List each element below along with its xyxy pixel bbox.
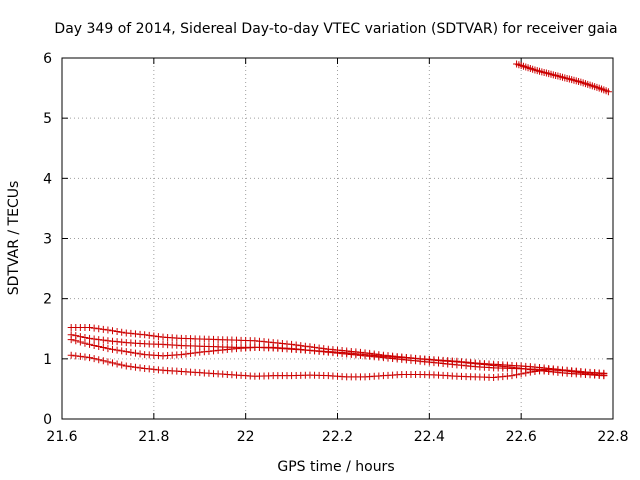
data-point bbox=[595, 371, 603, 379]
data-point bbox=[113, 346, 121, 354]
x-tick-label: 22.4 bbox=[414, 429, 445, 445]
data-point bbox=[513, 371, 521, 379]
data-point bbox=[572, 368, 580, 376]
data-point bbox=[118, 347, 126, 355]
data-point bbox=[104, 358, 112, 366]
data-point bbox=[604, 88, 612, 96]
data-point bbox=[568, 367, 576, 375]
data-point bbox=[67, 336, 75, 344]
data-point bbox=[95, 325, 103, 333]
data-point bbox=[131, 363, 139, 371]
data-point bbox=[127, 363, 135, 371]
grid bbox=[62, 58, 613, 419]
y-tick-label: 1 bbox=[43, 352, 52, 368]
x-axis-label: GPS time / hours bbox=[277, 459, 394, 475]
data-points bbox=[67, 60, 612, 381]
data-point bbox=[122, 362, 130, 370]
data-point bbox=[76, 352, 84, 360]
chart-title: Day 349 of 2014, Sidereal Day-to-day VTE… bbox=[54, 21, 617, 37]
data-point bbox=[109, 345, 117, 353]
data-point bbox=[131, 349, 139, 357]
data-point bbox=[531, 367, 539, 375]
data-point bbox=[90, 355, 98, 363]
data-point bbox=[191, 349, 199, 357]
x-tick-label: 22.8 bbox=[597, 429, 628, 445]
data-point bbox=[586, 370, 594, 378]
series-arc-lower bbox=[67, 351, 608, 381]
data-point bbox=[187, 349, 195, 357]
data-point bbox=[526, 368, 534, 376]
data-point bbox=[95, 342, 103, 350]
data-point bbox=[67, 351, 75, 359]
data-point bbox=[113, 360, 121, 368]
data-point bbox=[95, 336, 103, 344]
y-tick-label: 4 bbox=[43, 171, 52, 187]
data-point bbox=[109, 327, 117, 335]
y-tick-label: 5 bbox=[43, 111, 52, 127]
data-point bbox=[99, 325, 107, 333]
x-tick-label: 22.6 bbox=[506, 429, 537, 445]
data-point bbox=[90, 335, 98, 343]
data-point bbox=[72, 337, 80, 345]
data-point bbox=[72, 352, 80, 360]
data-point bbox=[76, 338, 84, 346]
series-arc-high bbox=[513, 60, 612, 96]
data-point bbox=[150, 332, 158, 340]
data-point bbox=[177, 351, 185, 359]
y-tick-label: 0 bbox=[43, 412, 52, 428]
data-point bbox=[86, 354, 94, 362]
x-tick-label: 22.2 bbox=[322, 429, 353, 445]
data-point bbox=[577, 369, 585, 377]
data-point bbox=[600, 372, 608, 380]
data-point bbox=[99, 357, 107, 365]
axis-ticks: 21.6 21.8 22 22.2 22.4 22.6 22.8 0 1 2 3 4 5 6 bbox=[43, 51, 629, 445]
data-point bbox=[508, 372, 516, 380]
data-point bbox=[522, 369, 530, 377]
data-point bbox=[104, 326, 112, 334]
data-point bbox=[127, 348, 135, 356]
data-point bbox=[154, 333, 162, 341]
data-point bbox=[122, 348, 130, 356]
data-point bbox=[99, 336, 107, 344]
data-point bbox=[90, 341, 98, 349]
data-point bbox=[563, 367, 571, 375]
data-point bbox=[136, 350, 144, 358]
data-point bbox=[95, 356, 103, 364]
x-tick-label: 22 bbox=[237, 429, 255, 445]
data-point bbox=[90, 324, 98, 332]
data-point bbox=[81, 353, 89, 361]
data-point bbox=[118, 361, 126, 369]
data-point bbox=[536, 367, 544, 375]
y-tick-label: 3 bbox=[43, 232, 52, 248]
x-tick-label: 21.8 bbox=[138, 429, 169, 445]
data-point bbox=[86, 324, 94, 332]
data-point bbox=[113, 327, 121, 335]
data-point bbox=[591, 370, 599, 378]
data-point bbox=[86, 334, 94, 342]
data-point bbox=[99, 344, 107, 352]
data-point bbox=[136, 364, 144, 372]
data-point bbox=[182, 350, 190, 358]
y-tick-label: 2 bbox=[43, 292, 52, 308]
data-point bbox=[517, 370, 525, 378]
y-axis-label: SDTVAR / TECUs bbox=[6, 181, 22, 296]
data-point bbox=[118, 328, 126, 336]
data-point bbox=[141, 331, 149, 339]
data-point bbox=[81, 339, 89, 347]
x-tick-label: 21.6 bbox=[46, 429, 77, 445]
y-tick-label: 6 bbox=[43, 51, 52, 67]
data-point bbox=[104, 345, 112, 353]
data-point bbox=[581, 369, 589, 377]
data-point bbox=[145, 331, 153, 339]
data-point bbox=[540, 366, 548, 374]
data-point bbox=[109, 359, 117, 367]
data-point bbox=[86, 340, 94, 348]
